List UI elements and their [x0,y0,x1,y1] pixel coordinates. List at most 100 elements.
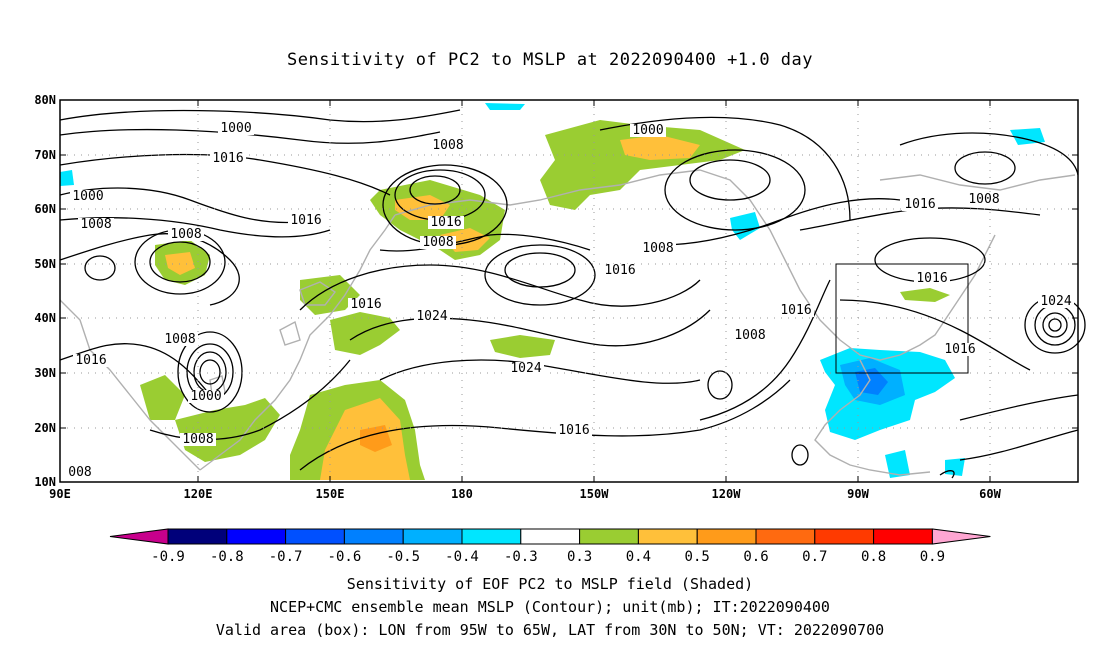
caption-contour: NCEP+CMC ensemble mean MSLP (Contour); u… [270,598,830,616]
contour-label-bg [428,216,464,229]
colorbar-swatch [285,528,345,545]
lon-tick-label: 90E [49,487,71,501]
lat-tick-label: 60N [34,202,56,216]
contour-label: 1024 [1040,294,1071,309]
contour-label-bg [66,466,94,479]
colorbar-swatch [167,528,228,545]
contour-label: 1008 [182,432,213,447]
caption-valid-area: Valid area (box): LON from 95W to 65W, L… [215,621,885,639]
positive-region [540,120,745,210]
contour-label-bg [556,424,592,437]
colorbar-swatch [343,528,404,545]
colorbar-label: -0.8 [210,549,244,565]
contour-label: 1016 [212,151,243,166]
contour-label-bg [640,242,676,255]
contour-label: 1016 [558,423,589,438]
colorbar-label: -0.5 [386,549,420,565]
contour-label-bg [732,329,768,342]
contour-label-bg [162,333,198,346]
colorbar-label: -0.4 [445,549,479,565]
colorbar-label: -0.3 [504,549,538,565]
contour-label: 1016 [780,303,811,318]
positive-region [330,312,400,355]
contour-label-bg [168,228,204,241]
colorbar-label: 0.3 [567,549,592,565]
colorbar-low-arrow [109,528,169,545]
lat-tick-label: 30N [34,366,56,380]
contour-label: 1000 [220,121,251,136]
colorbar-label: 0.4 [626,549,651,565]
contour-label: 1016 [290,213,321,228]
colorbar-swatch [814,528,875,545]
contour-label: 1016 [916,271,947,286]
colorbar-swatch [461,528,522,545]
colorbar-label: 0.7 [802,549,827,565]
axis-ticks [59,99,1078,483]
lat-tick-label: 20N [34,421,56,435]
contour-label: 1024 [510,361,541,376]
contour-label-bg [630,124,666,137]
negative-region [60,170,74,186]
lat-tick-label: 10N [34,475,56,489]
contour-label: 1008 [170,227,201,242]
colorbar-label: -0.6 [328,549,362,565]
colorbar-swatch [755,528,816,545]
lat-lon-grid [60,100,1078,482]
contour-label: 1008 [642,241,673,256]
positive-region [140,375,185,420]
contour-label-bg [1038,295,1074,308]
contour-label-bg [942,343,978,356]
contour-label-bg [430,139,466,152]
contour-label-bg [348,298,384,311]
contour-label-bg [902,198,938,211]
contour-label-bg [70,190,106,203]
valid-area-box [835,263,969,374]
contour-label: 1008 [422,235,453,250]
contour-labels: 1000 1016 1000 1008 1008 1016 1008 1016 1008 1016… [66,121,1074,480]
negative-region [945,458,965,476]
contour-label: 1008 [968,192,999,207]
contour-label: 1000 [190,389,221,404]
lon-tick-label: 60W [979,487,1001,501]
contour-label: 008 [68,465,91,480]
contour-label-bg [966,193,1002,206]
contour-label-bg [218,122,254,135]
colorbar-label: -0.7 [269,549,303,565]
negative-region [885,450,910,478]
colorbar-swatch [402,528,463,545]
contour-label-bg [414,310,450,323]
colorbar-label: 0.6 [743,549,768,565]
contour-label: 1000 [632,123,663,138]
contour-label-bg [778,304,814,317]
contour-label-bg [508,362,544,375]
lat-tick-label: 40N [34,311,56,325]
axis-labels: 90E 120E 150E 180 150W 120W 90W 60W 80N 70N 60N 50N… [34,93,1001,501]
colorbar-label: -0.9 [151,549,185,565]
contour-label-bg [420,236,456,249]
lat-tick-label: 50N [34,257,56,271]
lat-tick-label: 80N [34,93,56,107]
lon-tick-label: 150E [316,487,345,501]
contour-label: 1008 [432,138,463,153]
contour-label-bg [78,218,114,231]
contour-label: 1008 [80,217,111,232]
map-frame [59,99,1079,483]
lat-tick-label: 70N [34,148,56,162]
map-title: Sensitivity of PC2 to MSLP at 2022090400… [286,50,813,70]
contour-label: 1024 [416,309,447,324]
caption-shaded: Sensitivity of EOF PC2 to MSLP field (Sh… [346,575,754,593]
colorbar-swatch [873,528,933,545]
contour-label: 1016 [75,353,106,368]
coastlines [59,169,1076,476]
colorbar-swatch [637,528,698,545]
colorbar: -0.9 -0.8 -0.7 -0.6 -0.5 -0.4 -0.3 0.3 0.4 0.5 0.6… [109,528,991,565]
positive-region [620,135,700,160]
colorbar-swatch [579,528,639,545]
contour-label: 1016 [604,263,635,278]
contour-label-bg [210,152,246,165]
contour-label-bg [73,354,109,367]
contour-label-bg [288,214,324,227]
colorbar-label: 0.8 [861,549,886,565]
contour-label-bg [602,264,638,277]
negative-region [855,368,888,395]
